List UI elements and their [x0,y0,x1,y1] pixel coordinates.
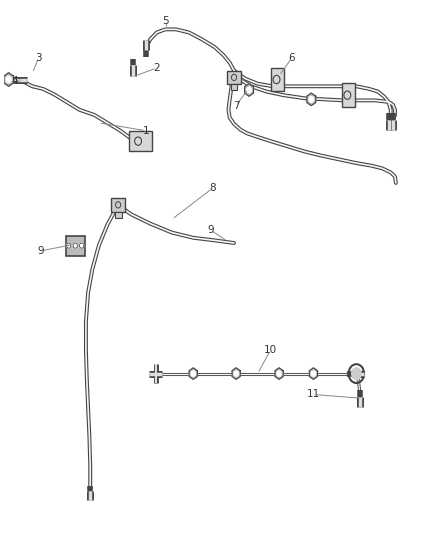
Polygon shape [309,368,318,379]
Circle shape [352,368,361,379]
Text: 2: 2 [153,63,160,73]
Text: 11: 11 [307,390,320,399]
Text: 10: 10 [264,345,277,355]
Text: 3: 3 [35,53,42,62]
Text: 6: 6 [289,53,295,62]
Circle shape [67,243,71,248]
Circle shape [6,76,11,83]
Polygon shape [307,93,316,106]
Bar [272,68,284,91]
Bar [342,84,355,107]
Circle shape [311,371,315,376]
Text: 1: 1 [143,126,149,136]
Text: 9: 9 [207,225,214,235]
Circle shape [277,371,281,376]
Circle shape [191,371,195,376]
Bar [111,198,125,212]
Circle shape [73,243,78,248]
Text: 8: 8 [209,183,216,193]
Text: 5: 5 [162,16,169,26]
Text: 4: 4 [12,76,18,86]
Polygon shape [275,368,283,379]
Bar [129,131,152,151]
Circle shape [80,243,84,248]
Text: 7: 7 [233,101,240,111]
Circle shape [234,371,238,376]
Circle shape [247,87,251,93]
Bar [227,71,241,84]
Polygon shape [4,72,14,86]
Circle shape [309,96,314,102]
Polygon shape [189,368,198,379]
Bar [230,84,237,91]
Polygon shape [232,368,240,379]
Bar [115,212,122,218]
Text: 9: 9 [38,246,44,256]
Polygon shape [244,84,254,96]
Bar [66,236,85,255]
